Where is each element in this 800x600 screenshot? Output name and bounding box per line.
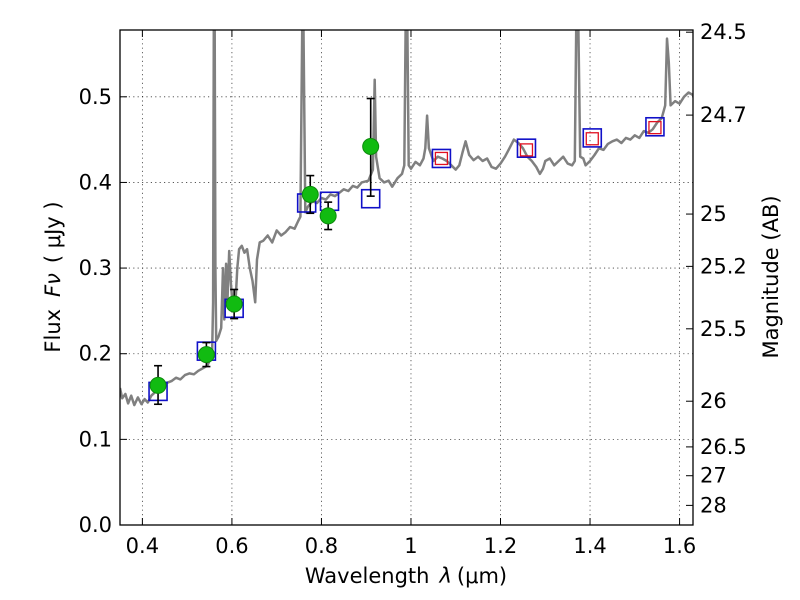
y-axis-label: Flux Fν ( μJy ) — [41, 201, 65, 352]
y2-tick-label: 26 — [700, 389, 727, 413]
x-tick-label: 1.4 — [573, 534, 606, 558]
x-tick-label: 0.8 — [305, 534, 338, 558]
y-axis-label-symbol: Fν — [41, 273, 65, 297]
y2-tick-label: 25.2 — [700, 254, 747, 278]
y2-axis-ticks: 24.5 24.7 25 25.2 25.5 26 26.5 27 28 — [686, 20, 747, 517]
model-photometry-box — [582, 128, 603, 148]
y2-tick-label: 27 — [700, 464, 727, 488]
observed-flux-point — [149, 376, 167, 394]
x-tick-label: 0.4 — [126, 534, 159, 558]
inner-square-box — [648, 120, 662, 135]
observed-flux-point — [301, 185, 319, 203]
inner-square-box — [585, 132, 599, 146]
y-tick-label: 0.1 — [79, 427, 112, 451]
y-tick-label: 0.4 — [79, 170, 112, 194]
y-tick-label: 0.2 — [79, 342, 112, 366]
x-tick-label: 1 — [404, 534, 417, 558]
model-photometry-box — [645, 116, 665, 137]
y-axis-label-unit: ( μJy ) — [41, 201, 65, 263]
observed-flux-point — [225, 295, 243, 313]
y-tick-label: 0.3 — [79, 256, 112, 280]
x-axis-label-unit: (μm) — [457, 564, 507, 588]
plot-area — [120, 30, 693, 407]
y2-tick-label: 24.5 — [700, 20, 747, 44]
x-tick-label: 1.2 — [484, 534, 517, 558]
observed-photometry — [149, 97, 380, 406]
observed-flux-point — [362, 137, 380, 155]
y2-axis-label: Magnitude (AB) — [759, 195, 783, 358]
observed-flux-point — [319, 207, 337, 225]
model-spectrum-line — [120, 30, 693, 407]
y2-tick-label: 25.5 — [700, 317, 747, 341]
x-axis-label-symbol: λ — [438, 564, 451, 588]
model-photometry-box — [431, 148, 452, 169]
y2-tick-label: 24.7 — [700, 103, 747, 127]
y2-tick-label: 25 — [700, 202, 727, 226]
y2-tick-label: 26.5 — [700, 435, 747, 459]
model-photometry-box — [516, 138, 537, 158]
y-axis-ticks: 0.0 0.1 0.2 0.3 0.4 0.5 — [79, 85, 127, 537]
x-axis-label-text: Wavelength — [305, 564, 430, 588]
x-tick-label: 1.6 — [663, 534, 696, 558]
inner-square-markers — [434, 120, 662, 166]
x-tick-label: 0.6 — [215, 534, 248, 558]
inner-square-box — [434, 151, 449, 166]
x-axis-ticks: 0.4 0.6 0.8 1 1.2 1.4 1.6 — [126, 30, 696, 558]
plot-frame — [119, 29, 694, 526]
plot-background — [120, 30, 693, 525]
y2-tick-label: 28 — [700, 493, 727, 517]
x-axis-label: Wavelength λ (μm) — [305, 564, 507, 588]
observed-flux-point — [197, 346, 215, 364]
y-axis-label-text: Flux — [41, 309, 65, 353]
grid-lines — [120, 30, 693, 525]
inner-square-box — [519, 143, 534, 157]
y-tick-label: 0.0 — [79, 513, 112, 537]
y-tick-label: 0.5 — [79, 85, 112, 109]
